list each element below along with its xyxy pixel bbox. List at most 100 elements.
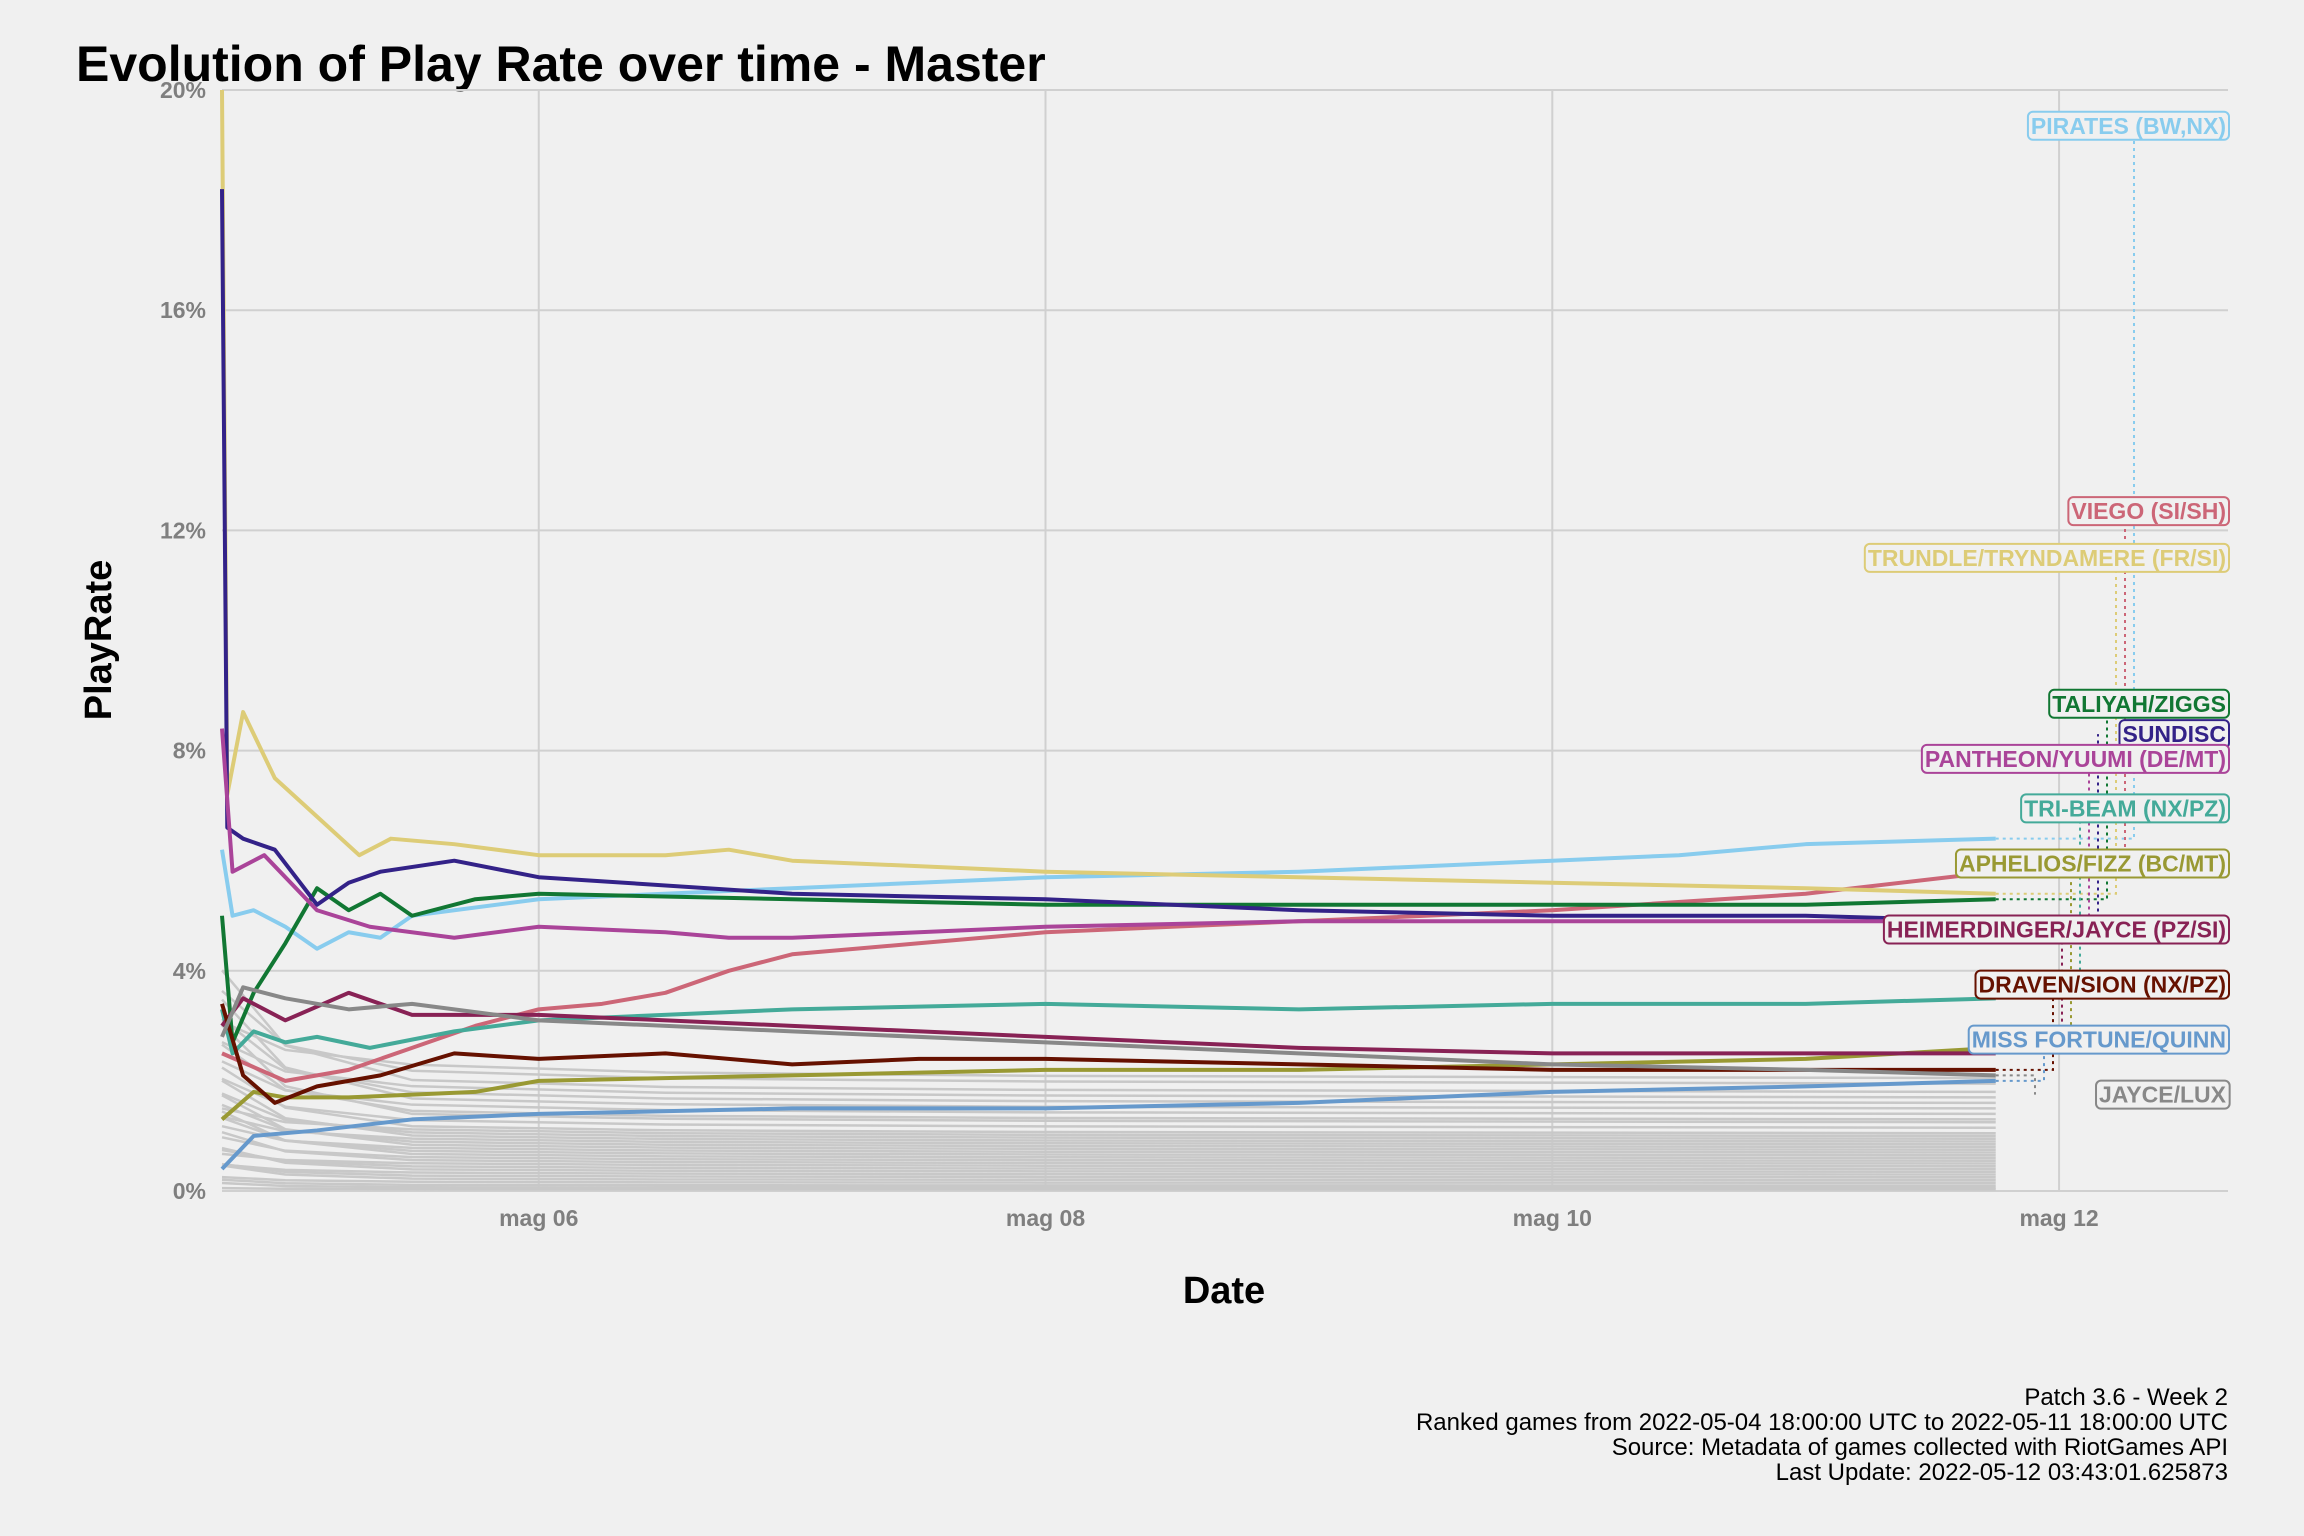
x-tick-label: mag 06 bbox=[499, 1205, 578, 1231]
x-tick-label: mag 10 bbox=[1513, 1205, 1592, 1231]
series-label-text: PIRATES (BW,NX) bbox=[2031, 113, 2226, 139]
background-series-line bbox=[221, 1175, 1996, 1184]
series-label-text: HEIMERDINGER/JAYCE (PZ/SI) bbox=[1887, 917, 2226, 943]
series-line bbox=[220, 1003, 1996, 1105]
caption-range: Ranked games from 2022-05-04 18:00:00 UT… bbox=[1415, 1409, 2228, 1436]
series-end-label: TRI-BEAM (NX/PZ) bbox=[2020, 793, 2230, 824]
background-series-line bbox=[221, 1060, 1996, 1116]
series-label-box bbox=[2048, 688, 2230, 719]
chart-caption: Patch 3.6 - Week 2 Ranked games from 202… bbox=[1416, 1385, 2228, 1485]
background-series-line bbox=[221, 1162, 1996, 1179]
background-series-line bbox=[221, 1115, 1996, 1146]
series-end-label: PIRATES (BW,NX) bbox=[2026, 110, 2230, 141]
label-leader-lines bbox=[1995, 125, 2135, 1095]
background-series-line bbox=[221, 1164, 1996, 1182]
x-axis-title: Date bbox=[1183, 1270, 1265, 1312]
series-line bbox=[220, 728, 1996, 940]
series-label-box bbox=[2026, 110, 2230, 141]
y-axis-title: PlayRate bbox=[78, 560, 120, 721]
caption-update: Last Update: 2022-05-12 03:43:01.625873 bbox=[1775, 1459, 2228, 1486]
series-label-box bbox=[1967, 1024, 2230, 1055]
series-label-box bbox=[1920, 743, 2230, 774]
series-line bbox=[220, 836, 1996, 951]
series-end-label: TRUNDLE/TRYNDAMERE (FR/SI) bbox=[1863, 542, 2230, 573]
series-label-text: TALIYAH/ZIGGS bbox=[2052, 691, 2226, 717]
series-end-label: MISS FORTUNE/QUINN bbox=[1967, 1024, 2230, 1055]
grid-lines bbox=[222, 89, 2228, 1192]
series-end-label: VIEGO (SI/SH) bbox=[2067, 496, 2230, 527]
series-line bbox=[220, 985, 1996, 1078]
label-leader-line bbox=[1995, 1039, 2045, 1082]
series-end-labels: PIRATES (BW,NX) VIEGO (SI/SH) TRUNDLE/TRYN… bbox=[1863, 110, 2231, 1110]
x-tick-label: mag 12 bbox=[2019, 1205, 2098, 1231]
label-leader-line bbox=[1995, 984, 2054, 1071]
label-leader-line bbox=[1995, 703, 2108, 901]
series-label-text: SUNDISC bbox=[2122, 721, 2226, 747]
series-label-text: MISS FORTUNE/QUINN bbox=[1972, 1027, 2226, 1053]
background-series-line bbox=[221, 1178, 1996, 1187]
series-label-text: DRAVEN/SION (NX/PZ) bbox=[1979, 972, 2226, 998]
background-series-line bbox=[221, 1017, 1996, 1105]
y-tick-label: 0% bbox=[173, 1178, 206, 1204]
x-axis-ticks: mag 06 mag 08 mag 10 mag 12 bbox=[499, 1205, 2099, 1231]
series-label-box bbox=[2020, 793, 2230, 824]
series-label-text: APHELIOS/FIZZ (BC/MT) bbox=[1959, 850, 2226, 876]
y-tick-label: 12% bbox=[160, 517, 206, 543]
series-line bbox=[220, 89, 1996, 896]
series-label-box bbox=[1954, 848, 2230, 879]
series-label-box bbox=[1863, 542, 2230, 573]
background-series-line bbox=[221, 998, 1996, 1110]
background-series-line bbox=[221, 969, 1996, 1094]
y-tick-label: 16% bbox=[160, 297, 206, 323]
label-leader-line bbox=[1995, 758, 2090, 923]
background-series-line bbox=[221, 1124, 1996, 1154]
series-end-label: APHELIOS/FIZZ (BC/MT) bbox=[1954, 848, 2230, 879]
label-leader-line bbox=[1995, 557, 2117, 895]
background-series-line bbox=[221, 1146, 1996, 1173]
background-series-line bbox=[221, 989, 1996, 1085]
series-label-box bbox=[1882, 914, 2230, 945]
series-label-text: VIEGO (SI/SH) bbox=[2071, 498, 2226, 524]
background-series-line bbox=[221, 1103, 1996, 1149]
series-end-label: DRAVEN/SION (NX/PZ) bbox=[1974, 969, 2230, 1000]
series-end-label: HEIMERDINGER/JAYCE (PZ/SI) bbox=[1882, 914, 2230, 945]
series-line bbox=[220, 1078, 1996, 1171]
background-series-line bbox=[221, 1079, 1996, 1143]
y-tick-label: 4% bbox=[173, 958, 206, 984]
series-label-text: TRI-BEAM (NX/PZ) bbox=[2024, 795, 2226, 821]
background-series-line bbox=[221, 1130, 1996, 1165]
series-line bbox=[220, 189, 1996, 924]
background-series-line bbox=[221, 1094, 1996, 1151]
series-line bbox=[221, 869, 1996, 1083]
chart-title: Evolution of Play Rate over time - Maste… bbox=[76, 36, 1046, 92]
series-label-box bbox=[2095, 1079, 2231, 1110]
series-label-text: PANTHEON/YUUMI (DE/MT) bbox=[1925, 746, 2226, 772]
label-leader-line bbox=[1995, 1074, 2036, 1095]
background-series-line bbox=[221, 1107, 1996, 1138]
series-label-box bbox=[2067, 496, 2230, 527]
series-end-label: JAYCE/LUX bbox=[2095, 1079, 2231, 1110]
y-axis-ticks: 0% 4% 8% 12% 16% 20% bbox=[160, 77, 206, 1204]
y-tick-label: 8% bbox=[173, 738, 206, 764]
series-line bbox=[220, 996, 1996, 1056]
background-series bbox=[221, 969, 1996, 1191]
caption-patch: Patch 3.6 - Week 2 bbox=[2024, 1384, 2228, 1411]
label-leader-line bbox=[1995, 125, 2135, 840]
series-line bbox=[220, 990, 1996, 1056]
main-series bbox=[220, 89, 1996, 1171]
series-label-box bbox=[1974, 969, 2230, 1000]
background-series-line bbox=[221, 1186, 1996, 1191]
background-series-line bbox=[221, 1020, 1996, 1080]
series-line bbox=[220, 886, 1996, 1045]
y-tick-label: 20% bbox=[160, 77, 206, 103]
series-label-text: JAYCE/LUX bbox=[2099, 1082, 2227, 1108]
series-end-label: TALIYAH/ZIGGS bbox=[2048, 688, 2230, 719]
x-tick-label: mag 08 bbox=[1006, 1205, 1085, 1231]
background-series-line bbox=[221, 1092, 1996, 1140]
series-label-text: TRUNDLE/TRYNDAMERE (FR/SI) bbox=[1868, 545, 2226, 571]
background-series-line bbox=[221, 1181, 1996, 1189]
series-end-label: PANTHEON/YUUMI (DE/MT) bbox=[1920, 743, 2230, 774]
background-series-line bbox=[221, 1163, 1996, 1176]
caption-source: Source: Metadata of games collected with… bbox=[1611, 1434, 2228, 1461]
